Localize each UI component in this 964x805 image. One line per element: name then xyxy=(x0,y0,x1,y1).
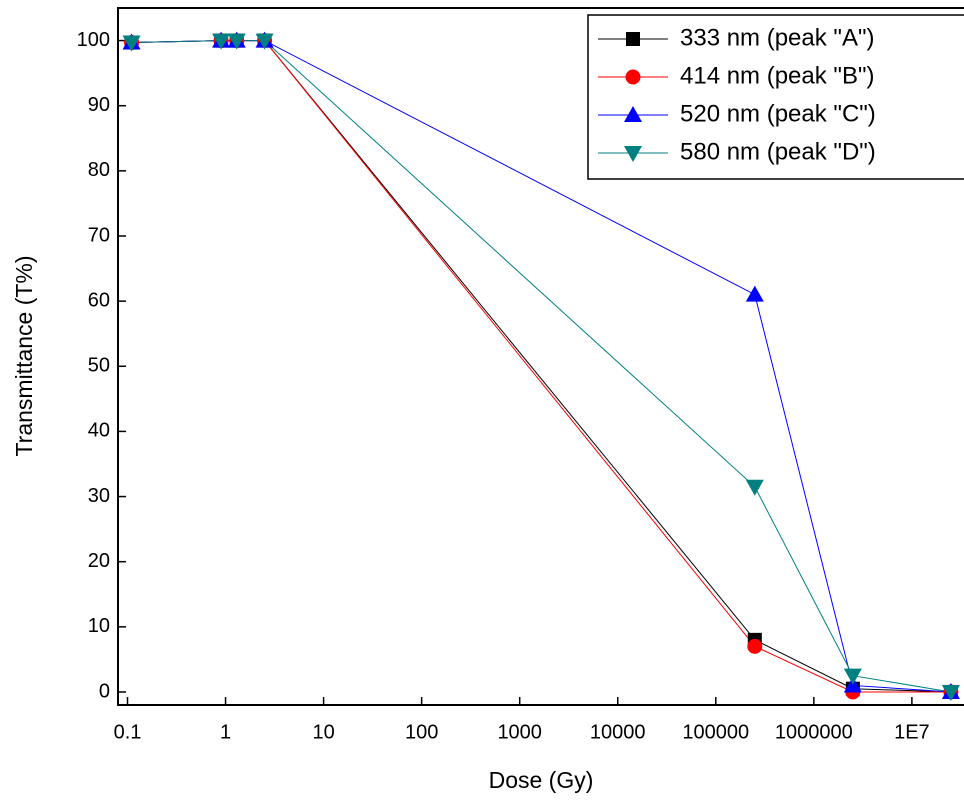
x-tick-label: 10 xyxy=(312,721,334,743)
x-tick-label: 1000 xyxy=(497,721,542,743)
x-tick-label: 100 xyxy=(405,721,438,743)
legend-marker xyxy=(624,106,642,122)
legend-marker xyxy=(624,146,642,162)
x-tick-label: 1E7 xyxy=(894,721,930,743)
data-point xyxy=(843,668,862,685)
y-tick-label: 30 xyxy=(88,485,110,507)
y-tick-label: 0 xyxy=(99,680,110,702)
x-tick-label: 1 xyxy=(220,721,231,743)
y-tick-label: 90 xyxy=(88,94,110,116)
data-point xyxy=(747,638,763,654)
data-point xyxy=(745,479,764,496)
legend-label: 580 nm (peak "D") xyxy=(680,138,876,165)
legend-box xyxy=(587,14,964,180)
legend-label: 333 nm (peak "A") xyxy=(680,24,874,51)
legend-marker xyxy=(625,69,641,85)
data-point xyxy=(255,33,274,50)
data-point xyxy=(745,285,764,302)
x-tick-label: 100000 xyxy=(682,721,749,743)
x-axis-title: Dose (Gy) xyxy=(489,767,594,793)
y-tick-label: 70 xyxy=(88,224,110,246)
data-point xyxy=(941,684,960,701)
data-point xyxy=(212,33,231,50)
x-tick-label: 1000000 xyxy=(775,721,853,743)
legend-label: 520 nm (peak "C") xyxy=(680,100,876,127)
y-tick-label: 20 xyxy=(88,550,110,572)
y-axis-title: Transmittance (T%) xyxy=(11,255,37,456)
y-tick-label: 10 xyxy=(88,615,110,637)
x-tick-label: 0.1 xyxy=(114,721,142,743)
y-tick-label: 50 xyxy=(88,355,110,377)
plot-frame xyxy=(117,7,964,706)
legend-label: 414 nm (peak "B") xyxy=(680,62,874,89)
x-tick-label: 10000 xyxy=(590,721,646,743)
data-point xyxy=(122,35,141,52)
y-tick-label: 60 xyxy=(88,289,110,311)
y-tick-label: 100 xyxy=(77,29,110,51)
y-tick-label: 80 xyxy=(88,159,110,181)
y-tick-label: 40 xyxy=(88,420,110,442)
data-point xyxy=(227,33,246,50)
legend-marker xyxy=(626,32,640,46)
